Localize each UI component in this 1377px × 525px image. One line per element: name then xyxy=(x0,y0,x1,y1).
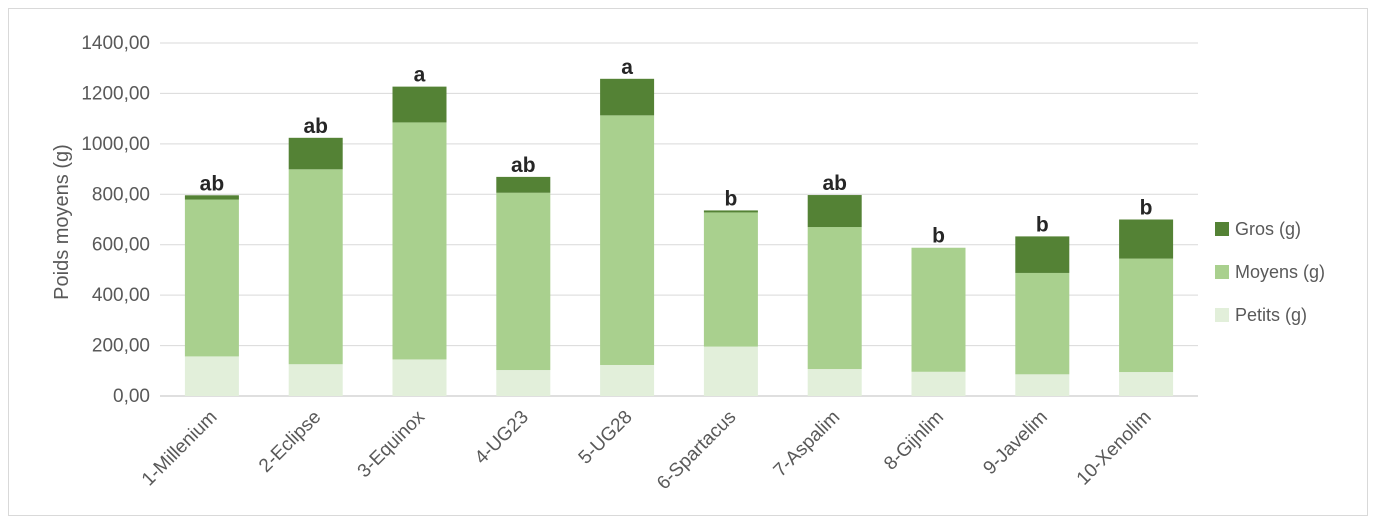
bar-petits-g-5-ug28 xyxy=(600,364,655,396)
legend-label-petits-g: Petits (g) xyxy=(1235,305,1307,325)
y-axis-title: Poids moyens (g) xyxy=(51,144,73,300)
bar-gros-g-2-eclipse xyxy=(288,137,343,170)
bar-gros-g-10-xenolim xyxy=(1119,219,1174,259)
x-tick-labels: 1-Millenium 2-Eclipse 3-Equinox 4-UG23 5-UG2… xyxy=(138,406,1156,494)
bar-petits-g-3-equinox xyxy=(392,359,447,396)
bar-moyens-g-9-javelim xyxy=(1015,272,1070,375)
bar-gros-g-1-millenium xyxy=(184,195,239,200)
bar-moyens-g-10-xenolim xyxy=(1119,258,1174,373)
legend-label-gros-g: Gros (g) xyxy=(1235,219,1301,239)
y-tick-label: 800,00 xyxy=(92,184,150,205)
x-tick-label: 1-Millenium xyxy=(138,407,222,491)
y-tick-label: 1400,00 xyxy=(81,33,150,54)
significance-label: ab xyxy=(303,115,328,138)
bar-moyens-g-6-spartacus xyxy=(703,212,758,347)
significance-label: b xyxy=(1036,213,1049,236)
x-tick-label: 6-Spartacus xyxy=(653,407,740,494)
significance-label: a xyxy=(414,64,426,87)
bar-gros-g-7-aspalim xyxy=(807,195,862,228)
x-tick-label: 4-UG23 xyxy=(471,407,533,469)
bar-gros-g-3-equinox xyxy=(392,86,447,123)
significance-label: b xyxy=(1140,197,1153,220)
x-tick-label: 9-Javelim xyxy=(979,407,1051,479)
significance-label: b xyxy=(932,225,945,248)
bar-moyens-g-7-aspalim xyxy=(807,227,862,370)
significance-label: ab xyxy=(822,172,847,195)
significance-label: a xyxy=(621,56,633,79)
x-tick-label: 8-Gijnlim xyxy=(880,407,948,475)
significance-label: b xyxy=(724,187,737,210)
significance-label: ab xyxy=(200,172,225,195)
bar-petits-g-9-javelim xyxy=(1015,374,1070,396)
x-tick-label: 3-Equinox xyxy=(354,406,430,482)
legend-swatch-moyens-g xyxy=(1215,265,1229,279)
y-tick-label: 600,00 xyxy=(92,235,150,256)
significance-label: ab xyxy=(511,154,536,177)
bar-moyens-g-8-gijnlim xyxy=(911,247,966,372)
bar-petits-g-8-gijnlim xyxy=(911,371,966,396)
y-tick-label: 1200,00 xyxy=(81,83,150,104)
y-tick-label: 0,00 xyxy=(113,386,150,407)
x-tick-label: 2-Eclipse xyxy=(255,407,325,477)
bar-gros-g-9-javelim xyxy=(1015,236,1070,273)
y-tick-labels: 0,00 200,00 400,00 600,00 800,00 1000,00 1200,… xyxy=(81,33,150,407)
bar-moyens-g-4-ug23 xyxy=(496,192,551,371)
bar-gros-g-5-ug28 xyxy=(600,78,655,116)
bar-moyens-g-2-eclipse xyxy=(288,169,343,365)
bar-moyens-g-3-equinox xyxy=(392,122,447,360)
bar-gros-g-4-ug23 xyxy=(496,176,551,193)
y-tick-label: 400,00 xyxy=(92,285,150,306)
bar-petits-g-10-xenolim xyxy=(1119,372,1174,396)
bar-moyens-g-5-ug28 xyxy=(600,115,655,365)
legend-swatch-petits-g xyxy=(1215,308,1229,322)
x-tick-label: 7-Aspalim xyxy=(770,407,845,482)
legend: Gros (g) Moyens (g) Petits (g) xyxy=(1215,219,1325,325)
x-tick-label: 10-Xenolim xyxy=(1073,407,1156,490)
y-tick-label: 1000,00 xyxy=(81,134,150,155)
bar-petits-g-4-ug23 xyxy=(496,370,551,396)
bar-petits-g-7-aspalim xyxy=(807,369,862,396)
bar-petits-g-2-eclipse xyxy=(288,364,343,396)
bars xyxy=(184,78,1174,396)
bar-petits-g-6-spartacus xyxy=(703,346,758,396)
bar-gros-g-6-spartacus xyxy=(703,210,758,213)
bar-moyens-g-1-millenium xyxy=(184,199,239,357)
legend-swatch-gros-g xyxy=(1215,222,1229,236)
y-tick-label: 200,00 xyxy=(92,336,150,357)
bar-petits-g-1-millenium xyxy=(184,356,239,396)
legend-label-moyens-g: Moyens (g) xyxy=(1235,262,1325,282)
x-tick-label: 5-UG28 xyxy=(575,407,637,469)
